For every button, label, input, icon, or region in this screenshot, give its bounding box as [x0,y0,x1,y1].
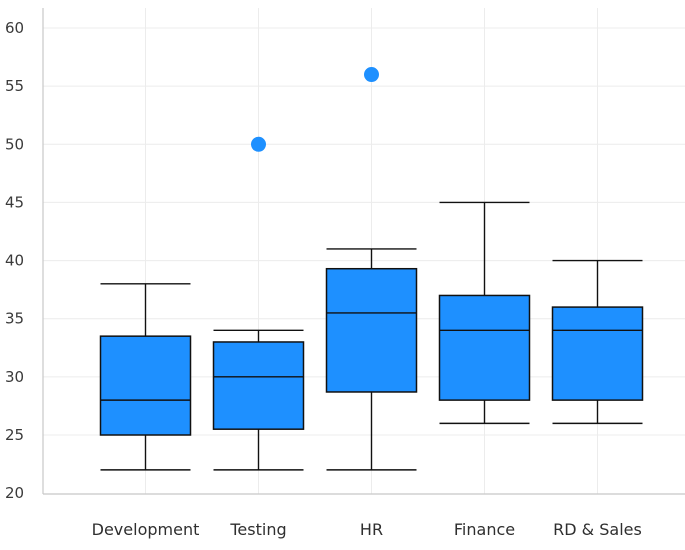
iqr-box [212,341,305,430]
x-category-label: Testing [229,520,286,539]
box-layer [99,67,644,471]
y-tick-label: 45 [5,193,24,211]
y-tick-label: 40 [5,252,24,270]
iqr-box [99,335,192,436]
y-tick-label: 55 [5,77,24,95]
box-group [438,201,531,425]
outlier-point [251,136,266,152]
y-tick-label: 30 [5,368,24,386]
axis-layer [42,8,685,495]
iqr-box [325,267,418,393]
y-tick-label: 60 [5,19,24,37]
x-category-label: Finance [454,520,515,539]
y-tick-label: 50 [5,135,24,153]
outlier-point [364,67,379,83]
box-group [325,67,418,471]
y-tick-label: 35 [5,310,24,328]
x-category-label: RD & Sales [553,520,642,539]
y-tick-label: 20 [5,484,24,502]
label-layer: 20 25 30 35 40 45 50 55 60 Development Testing HR Fi… [5,19,642,539]
y-tick-label: 25 [5,426,24,444]
iqr-box [438,294,531,401]
x-category-label: Development [92,520,200,539]
box-group [212,136,305,471]
iqr-box [551,306,644,401]
box-group [99,283,192,471]
x-category-label: HR [360,520,383,539]
box-group [551,259,644,425]
